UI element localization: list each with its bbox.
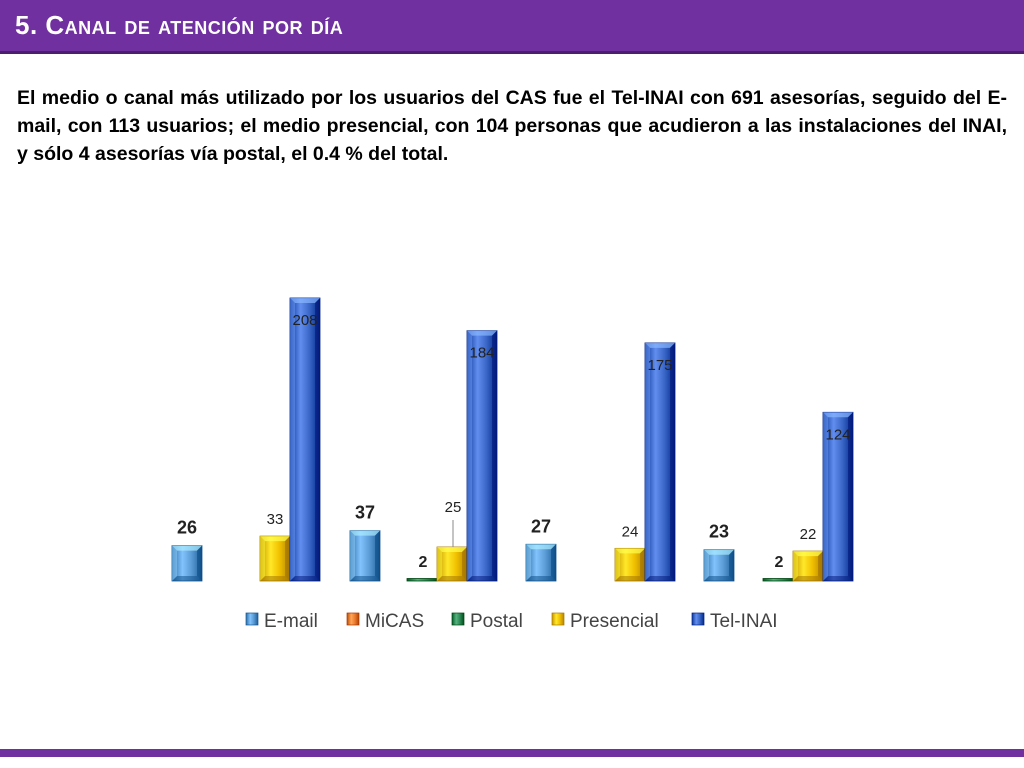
legend-item-presencial: Presencial [551,611,659,632]
bar-presencial-2 [436,546,468,582]
bar-telinai-3 [644,342,676,582]
bar-telinai-4 [822,411,854,582]
legend-swatch-presencial [551,612,565,626]
data-label-email-1: 26 [177,518,197,538]
legend-label-telinai: Tel-INAI [710,611,778,632]
legend-swatch-telinai [691,612,705,626]
slide-title: 5. Canal de atención por día [15,10,344,40]
bar-email-4 [703,549,735,582]
data-label-postal-4: 2 [775,554,784,571]
data-label-presencial-3: 24 [622,523,639,540]
data-label-telinai-2: 184 [469,345,494,362]
legend-item-postal: Postal [451,611,523,632]
legend-label-email: E-mail [264,611,318,632]
legend-swatch-postal [451,612,465,626]
bar-email-3 [525,543,557,582]
legend-item-telinai: Tel-INAI [691,611,778,632]
title-bar: 5. Canal de atención por día [0,0,1024,54]
legend-swatch-micas [346,612,360,626]
legend-label-micas: MiCAS [365,611,424,632]
summary-paragraph: El medio o canal más utilizado por los u… [17,87,1007,165]
data-label-telinai-3: 175 [647,357,672,374]
bars-layer [171,297,854,582]
bar-postal-4 [762,578,794,582]
data-label-telinai-4: 124 [825,426,850,443]
bar-telinai-2 [466,330,498,582]
data-label-email-3: 27 [531,516,551,536]
data-label-presencial-4: 22 [800,526,817,543]
legend: E-mail MiCAS Postal Presencial Tel-INAI [245,611,778,632]
data-label-postal-2: 2 [419,554,428,571]
data-label-presencial-2: 25 [445,499,462,516]
data-label-telinai-1: 208 [292,312,317,329]
bar-postal-2 [406,578,438,582]
legend-item-micas: MiCAS [346,611,424,632]
bar-presencial-4 [792,550,824,582]
data-label-email-2: 37 [355,503,375,523]
data-label-email-4: 23 [709,522,729,542]
bottom-bar [0,749,1024,757]
bar-email-2 [349,530,381,582]
bar-telinai-1 [289,297,321,582]
data-label-presencial-1: 33 [267,511,284,528]
legend-swatch-email [245,612,259,626]
legend-label-postal: Postal [470,611,523,632]
bar-presencial-3 [614,547,646,582]
bar-presencial-1 [259,535,291,582]
bar-email-1 [171,545,203,582]
legend-item-email: E-mail [245,611,318,632]
legend-label-presencial: Presencial [570,611,659,632]
